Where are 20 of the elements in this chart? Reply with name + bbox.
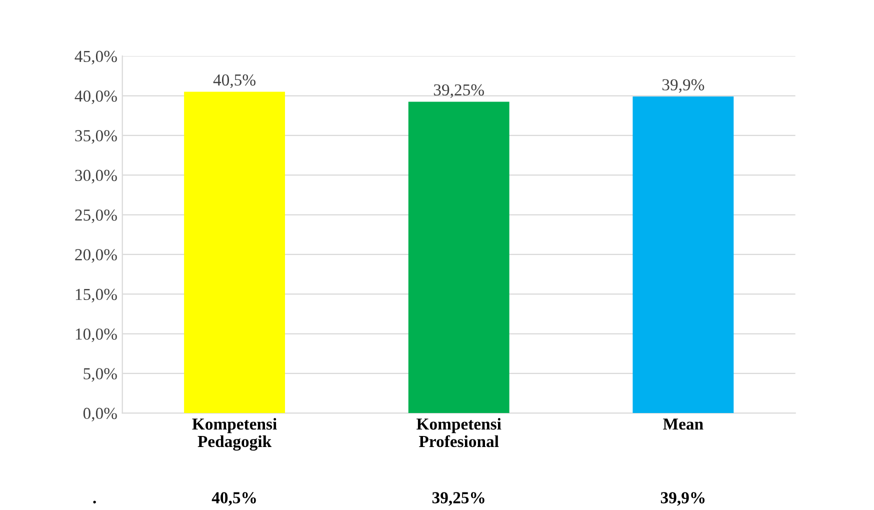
y-tick-label: 40,0% [74,90,117,104]
y-tick-label: 20,0% [75,249,117,263]
x-tick-label: Mean [663,418,704,430]
y-tick-label: 30,0% [75,170,117,184]
y-tick-label: 5,0% [84,368,117,382]
y-tick-label: 10,0% [76,328,117,342]
text: . [93,500,96,504]
y-tick-label: 45,0% [74,50,117,64]
x-tick-label: Kompetensi Pedagogik [192,418,277,451]
data-label: 39,9% [660,492,705,506]
data-label: 40,5% [212,492,256,506]
data-label: 39,25% [432,492,484,506]
y-tick-label: 0,0% [83,408,117,422]
y-tick-label: 35,0% [75,130,117,144]
text: 39,25% [434,84,484,98]
text: 40,5% [213,74,256,88]
x-tick-label: Kompetensi Profesional [416,418,502,448]
y-tick-label: 25,0% [75,209,117,224]
text: 39,9% [662,79,704,93]
y-tick-label: 15,0% [76,288,117,302]
